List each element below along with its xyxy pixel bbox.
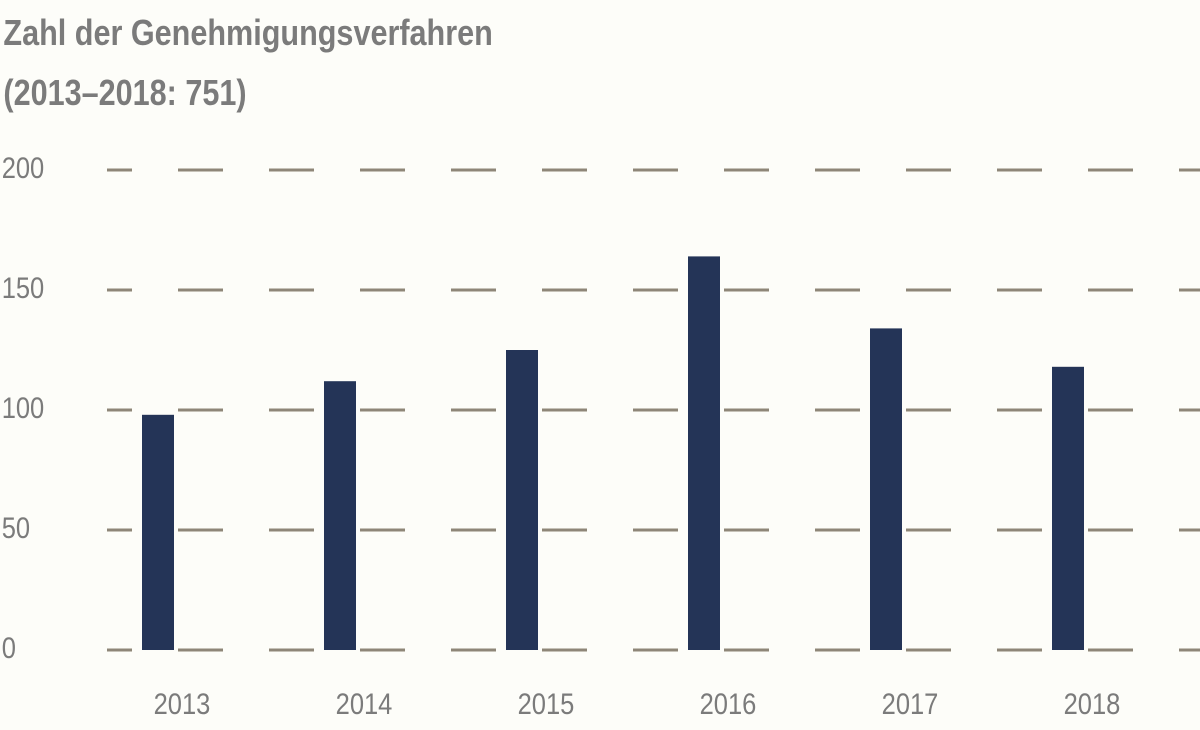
bar xyxy=(688,256,720,650)
x-tick-label: 2013 xyxy=(154,687,211,720)
y-tick-label: 100 xyxy=(2,391,45,424)
x-tick-label: 2015 xyxy=(518,687,575,720)
bars: 2013 2014 2015 2016 2017 2018 xyxy=(142,256,1120,720)
x-tick-label: 2017 xyxy=(882,687,939,720)
chart-title: Zahl der Genehmigungsverfahren xyxy=(3,14,492,54)
bar xyxy=(1052,366,1084,650)
bar xyxy=(142,414,174,650)
x-tick-label: 2016 xyxy=(700,687,757,720)
y-tick-label: 50 xyxy=(2,511,30,544)
y-tick-label: 0 xyxy=(2,631,16,664)
y-tick-label: 200 xyxy=(2,151,45,184)
bar xyxy=(870,328,902,650)
x-tick-label: 2018 xyxy=(1064,687,1121,720)
y-tick-label: 150 xyxy=(2,271,45,304)
chart-subtitle: (2013–2018: 751) xyxy=(3,74,246,114)
bar xyxy=(506,350,538,650)
grid: 0 50 100 150 200 xyxy=(2,151,1200,664)
x-tick-label: 2014 xyxy=(336,687,393,720)
bar xyxy=(324,381,356,650)
